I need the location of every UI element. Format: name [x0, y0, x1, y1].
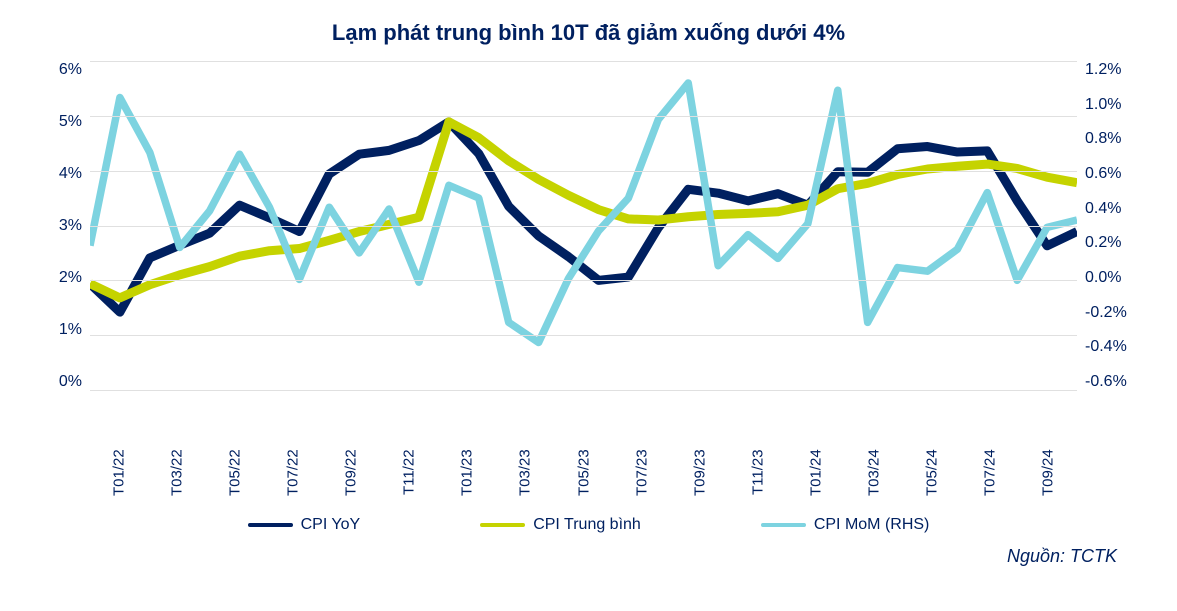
- y-left-tick: 2%: [40, 269, 82, 287]
- gridline: [90, 390, 1077, 391]
- y-right-tick: 0.2%: [1085, 234, 1137, 252]
- y-right-tick: -0.6%: [1085, 373, 1137, 391]
- x-axis: T01/22T03/22T05/22T07/22T09/22T11/22T01/…: [90, 441, 1077, 501]
- y-right-tick: 0.4%: [1085, 200, 1137, 218]
- series-line: [90, 122, 1077, 312]
- chart-area: 6% 5% 4% 3% 2% 1% 0% 1.2% 1.0% 0.8% 0.6% 0.4% 0.2% 0…: [40, 61, 1137, 441]
- y-right-tick: 1.0%: [1085, 96, 1137, 114]
- chart-title: Lạm phát trung bình 10T đã giảm xuống dư…: [40, 20, 1137, 46]
- x-tick: T03/23: [496, 449, 554, 504]
- y-left-tick: 0%: [40, 373, 82, 391]
- legend-item: CPI YoY: [248, 516, 361, 534]
- gridline: [90, 171, 1077, 172]
- x-tick: T01/23: [438, 449, 496, 504]
- legend-item: CPI MoM (RHS): [761, 516, 930, 534]
- y-left-tick: 6%: [40, 61, 82, 79]
- legend-swatch: [248, 523, 293, 527]
- y-left-tick: 3%: [40, 217, 82, 235]
- y-right-tick: 1.2%: [1085, 61, 1137, 79]
- y-right-tick: 0.6%: [1085, 165, 1137, 183]
- y-left-tick: 4%: [40, 165, 82, 183]
- x-tick: T09/24: [1019, 449, 1077, 504]
- x-tick: T05/22: [206, 449, 264, 504]
- x-tick: T01/24: [787, 449, 845, 504]
- x-tick: T09/22: [322, 449, 380, 504]
- y-axis-left: 6% 5% 4% 3% 2% 1% 0%: [40, 61, 90, 391]
- source-label: Nguồn: TCTK: [40, 546, 1137, 567]
- legend-swatch: [480, 523, 525, 527]
- x-tick: T09/23: [671, 449, 729, 504]
- legend-label: CPI Trung bình: [533, 516, 641, 534]
- x-tick: T11/23: [729, 449, 787, 504]
- y-right-tick: -0.2%: [1085, 304, 1137, 322]
- y-left-tick: 5%: [40, 113, 82, 131]
- y-right-tick: 0.8%: [1085, 130, 1137, 148]
- x-tick: T07/23: [613, 449, 671, 504]
- chart-legend: CPI YoY CPI Trung bình CPI MoM (RHS): [40, 516, 1137, 534]
- x-tick: T01/22: [90, 449, 148, 504]
- legend-label: CPI MoM (RHS): [814, 516, 930, 534]
- gridline: [90, 116, 1077, 117]
- x-tick: T03/24: [845, 449, 903, 504]
- x-tick: T11/22: [380, 449, 438, 504]
- x-tick: T07/24: [961, 449, 1019, 504]
- y-left-tick: 1%: [40, 321, 82, 339]
- legend-swatch: [761, 523, 806, 527]
- legend-label: CPI YoY: [301, 516, 361, 534]
- y-right-tick: -0.4%: [1085, 338, 1137, 356]
- y-axis-right: 1.2% 1.0% 0.8% 0.6% 0.4% 0.2% 0.0% -0.2% -0.4% -0…: [1077, 61, 1137, 391]
- x-tick: T05/24: [903, 449, 961, 504]
- x-tick: T05/23: [555, 449, 613, 504]
- gridline: [90, 335, 1077, 336]
- gridline: [90, 280, 1077, 281]
- gridline: [90, 61, 1077, 62]
- plot-region: [90, 61, 1077, 391]
- y-right-tick: 0.0%: [1085, 269, 1137, 287]
- gridline: [90, 226, 1077, 227]
- x-tick: T03/22: [148, 449, 206, 504]
- x-tick: T07/22: [264, 449, 322, 504]
- legend-item: CPI Trung bình: [480, 516, 641, 534]
